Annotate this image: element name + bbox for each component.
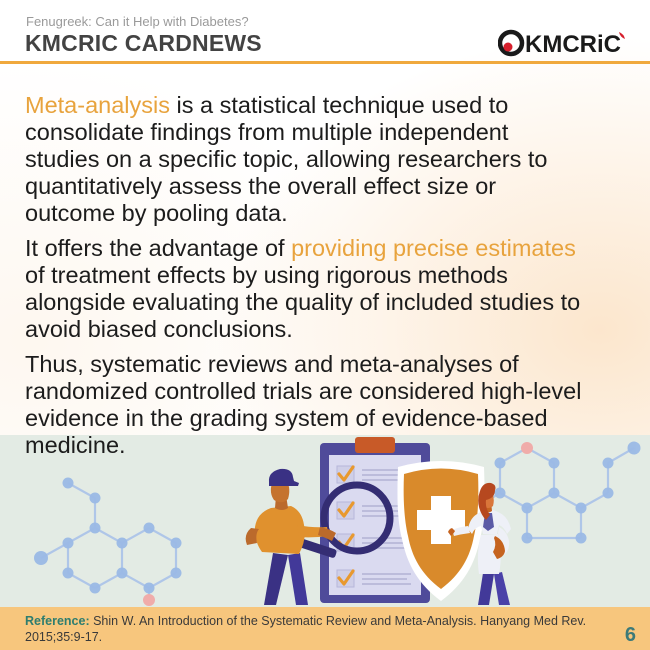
svg-text:KMCRiC: KMCRiC: [525, 31, 621, 58]
